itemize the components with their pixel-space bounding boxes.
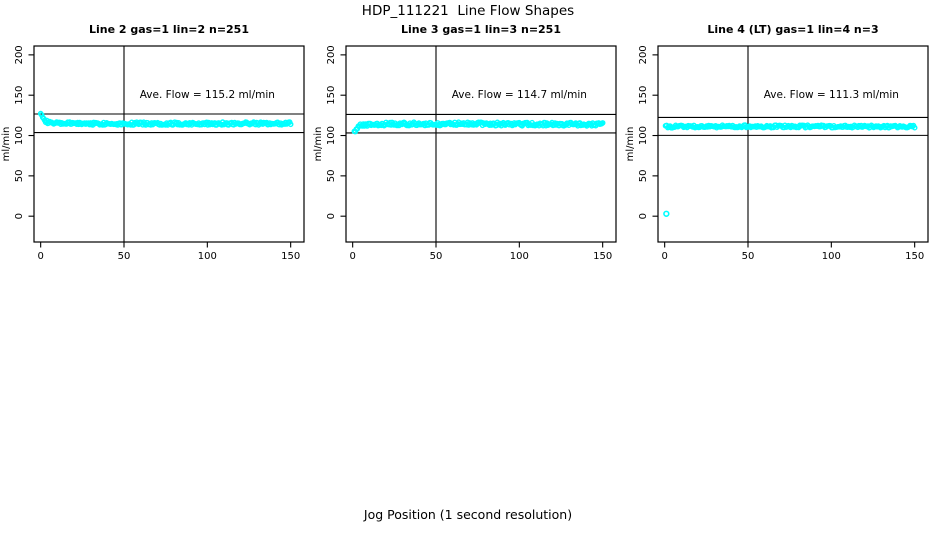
x-tick-label: 50 [430, 251, 443, 262]
y-axis-label: ml/min [625, 127, 636, 162]
plot-box [345, 45, 617, 243]
plot-box [33, 45, 305, 243]
data-point [287, 121, 294, 128]
figure-title: HDP_111221 Line Flow Shapes [361, 3, 575, 19]
average-flow-annotation: Ave. Flow = 111.3 ml/min [764, 89, 899, 101]
x-tick-label: 100 [510, 251, 529, 262]
flow-panel-3: Line 4 (LT) gas=1 lin=4 n=3 0 50 100 150 200 0… [625, 23, 929, 262]
y-tick-label: 150 [638, 86, 649, 105]
x-tick-label: 100 [822, 251, 841, 262]
y-tick-label: 0 [638, 213, 649, 219]
panel-title: Line 4 (LT) gas=1 lin=4 n=3 [707, 23, 878, 36]
panels-row: Line 2 gas=1 lin=2 n=251 0 50 100 150 200 0 50 1… [1, 23, 929, 262]
y-tick-label: 0 [14, 213, 25, 219]
panel-title: Line 3 gas=1 lin=3 n=251 [401, 23, 561, 36]
y-tick-label: 150 [14, 86, 25, 105]
x-tick-label: 0 [661, 251, 667, 262]
y-tick-label: 200 [638, 45, 649, 64]
flow-panel-2: Line 3 gas=1 lin=3 n=251 0 50 100 150 200 0 50 1… [313, 23, 617, 262]
y-tick-label: 200 [14, 45, 25, 64]
y-tick-label: 200 [326, 45, 337, 64]
y-tick-label: 100 [326, 126, 337, 145]
y-tick-label: 50 [326, 169, 337, 182]
y-tick-label: 100 [638, 126, 649, 145]
x-tick-label: 150 [593, 251, 612, 262]
x-tick-label: 100 [198, 251, 217, 262]
y-tick-label: 0 [326, 213, 337, 219]
data-point [127, 122, 134, 128]
y-tick-label: 50 [638, 169, 649, 182]
x-tick-label: 50 [118, 251, 131, 262]
y-tick-label: 50 [14, 169, 25, 182]
x-tick-label: 150 [905, 251, 924, 262]
y-axis-label: ml/min [1, 127, 12, 162]
y-axis-label: ml/min [313, 127, 324, 162]
average-flow-annotation: Ave. Flow = 115.2 ml/min [140, 89, 275, 101]
x-tick-label: 150 [281, 251, 300, 262]
y-tick-label: 150 [326, 86, 337, 105]
y-tick-label: 100 [14, 126, 25, 145]
x-tick-label: 0 [349, 251, 355, 262]
plot-box [657, 45, 929, 243]
average-flow-annotation: Ave. Flow = 114.7 ml/min [452, 89, 587, 101]
x-tick-label: 50 [742, 251, 755, 262]
data-point [911, 124, 918, 131]
data-point [599, 120, 606, 126]
outlier-data-point [663, 210, 670, 217]
global-x-axis-label: Jog Position (1 second resolution) [363, 507, 573, 522]
flow-panel-1: Line 2 gas=1 lin=2 n=251 0 50 100 150 200 0 50 1… [1, 23, 305, 262]
panel-title: Line 2 gas=1 lin=2 n=251 [89, 23, 249, 36]
x-tick-label: 0 [37, 251, 43, 262]
